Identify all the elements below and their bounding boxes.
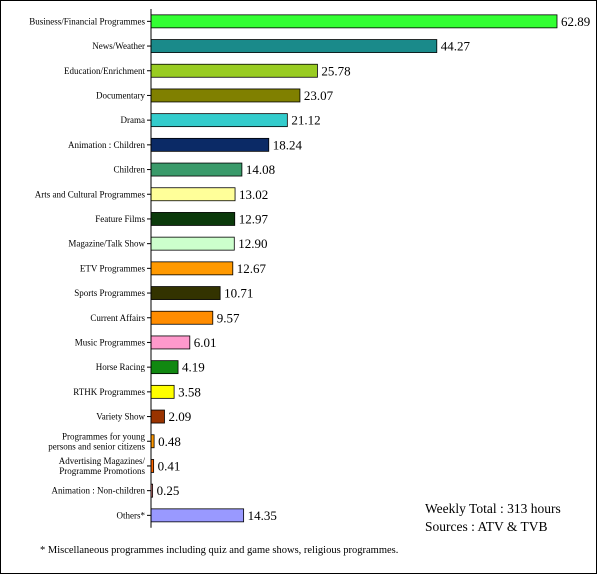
bar [150, 14, 558, 29]
value-label: 12.67 [237, 261, 267, 276]
bar [150, 88, 301, 103]
weekly-total-note: Weekly Total : 313 hours [425, 501, 561, 516]
category-label: Business/Financial Programmes [29, 16, 145, 26]
value-label: 0.41 [158, 458, 181, 473]
bar [150, 409, 165, 424]
category-label: Variety Show [96, 412, 145, 422]
value-label: 2.09 [168, 409, 191, 424]
bar [150, 286, 221, 300]
category-label: Programmes for young persons and senior c… [48, 431, 145, 451]
bar [150, 212, 236, 226]
value-label: 4.19 [182, 360, 205, 375]
bar [150, 187, 236, 202]
value-label: 0.48 [158, 434, 181, 449]
category-label: Feature Films [95, 214, 145, 224]
category-label: News/Weather [92, 41, 145, 51]
category-label: Animation : Children [68, 140, 145, 150]
value-label: 12.97 [239, 211, 269, 226]
category-label: ETV Programmes [80, 263, 146, 273]
category-label: Education/Enrichment [64, 66, 145, 76]
category-label: Horse Racing [96, 362, 146, 372]
category-label: Animation : Non-children [52, 486, 146, 496]
bar [150, 236, 235, 251]
value-label: 23.07 [304, 88, 334, 103]
bar [150, 508, 245, 523]
category-label: Arts and Cultural Programmes [35, 189, 146, 199]
bar [150, 63, 318, 78]
value-label: 18.24 [273, 137, 303, 152]
category-label: Children [114, 165, 146, 175]
value-label: 6.01 [194, 335, 217, 350]
value-label: 14.08 [246, 162, 275, 177]
category-label: Magazine/Talk Show [68, 239, 145, 249]
value-label: 62.89 [561, 14, 590, 29]
value-label: 13.02 [239, 187, 268, 202]
bars-layer: Business/Financial Programmes 62.89 News/W… [29, 14, 590, 523]
category-label: Sports Programmes [74, 288, 145, 298]
value-label: 12.90 [238, 236, 267, 251]
category-label: Drama [121, 115, 146, 125]
bar [150, 310, 214, 325]
value-label: 25.78 [321, 63, 350, 78]
bar [150, 384, 175, 399]
category-label: Advertising Magazines/Programme Promotio… [59, 456, 146, 476]
sources-note: Sources : ATV & TVB [425, 519, 548, 534]
category-label: Documentary [96, 90, 145, 100]
value-label: 0.25 [157, 483, 180, 498]
value-label: 14.35 [248, 508, 277, 523]
value-label: 21.12 [291, 113, 320, 128]
bar [150, 137, 270, 152]
category-label: Music Programmes [75, 337, 146, 347]
bar [150, 162, 243, 177]
bar [150, 335, 191, 350]
bar [150, 113, 288, 128]
value-label: 44.27 [441, 39, 471, 54]
value-label: 3.58 [178, 384, 201, 399]
category-label: Others* [117, 510, 146, 520]
category-label: RTHK Programmes [73, 387, 145, 397]
bar [150, 360, 179, 375]
bar [150, 261, 234, 276]
value-label: 9.57 [217, 310, 240, 325]
footnote: * Miscellaneous programmes including qui… [40, 545, 399, 556]
bar [150, 39, 438, 53]
value-label: 10.71 [224, 286, 253, 301]
category-label: Current Affairs [90, 313, 145, 323]
